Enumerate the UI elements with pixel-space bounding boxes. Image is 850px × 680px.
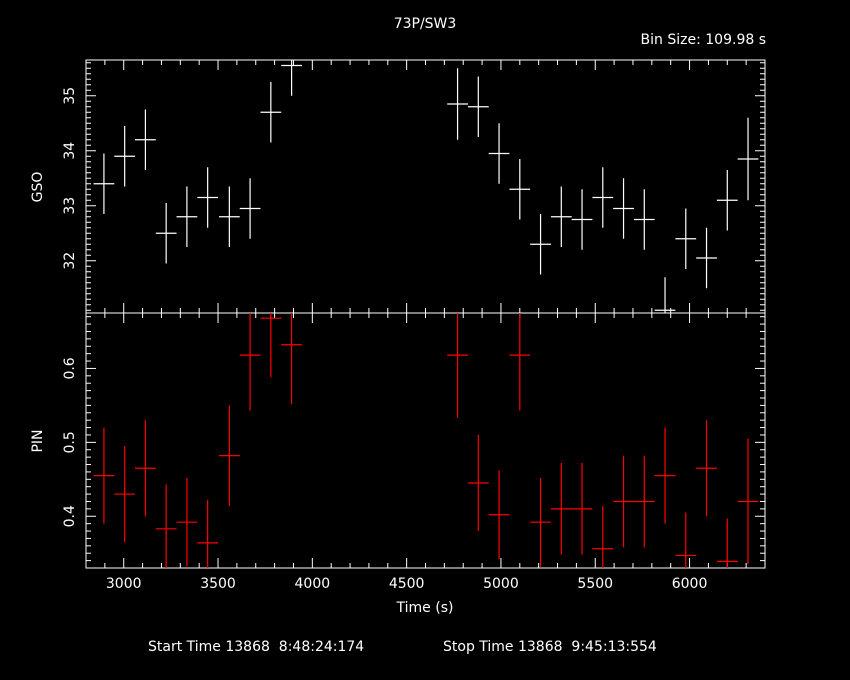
gso-data-point	[260, 82, 282, 143]
pin-axis: 0.4 0.5 0.6 3000 3500 4000 4500 5000 5500 6000	[62, 313, 766, 592]
pin-data-point	[467, 434, 489, 532]
pin-data-point	[571, 463, 593, 555]
pin-data-point	[135, 420, 156, 517]
gso-data-point	[571, 189, 593, 250]
x-axis-label: Time (s)	[396, 600, 454, 616]
gso-data-point	[675, 208, 697, 269]
pin-data-point	[176, 477, 198, 567]
plot-title: 73P/SW3	[394, 16, 457, 32]
pin-y-tick-label: 0.4	[62, 505, 78, 527]
gso-data-point	[447, 68, 468, 140]
gso-data-point	[176, 186, 198, 247]
pin-y-tick-label: 0.5	[62, 431, 78, 453]
gso-data-point	[239, 178, 261, 239]
pin-data-point	[633, 455, 655, 548]
gso-panel-frame	[85, 59, 766, 314]
x-tick-label: 5000	[483, 576, 519, 592]
x-tick-label: 5500	[577, 576, 613, 592]
gso-data-point	[716, 170, 738, 231]
gso-data-point	[281, 60, 302, 96]
gso-axis: 32 33 34 35	[62, 60, 766, 313]
stop-time-label: Stop Time 13868 9:45:13:554	[443, 639, 657, 655]
pin-y-axis-label: PIN	[30, 429, 46, 452]
x-tick-label: 3500	[200, 576, 236, 592]
gso-y-tick-label: 34	[62, 142, 78, 160]
x-tick-label: 4500	[389, 576, 425, 592]
gso-data-point	[93, 153, 115, 214]
pin-data-point	[218, 405, 240, 506]
gso-data-point	[696, 227, 717, 289]
gso-y-axis-label: GSO	[30, 172, 46, 203]
pin-data-point	[447, 313, 468, 418]
pin-data-point	[260, 313, 282, 378]
pin-data-point	[654, 427, 676, 524]
gso-data-point	[613, 178, 634, 239]
gso-data-point	[737, 117, 759, 201]
x-tick-label: 4000	[295, 576, 331, 592]
gso-data-point	[488, 123, 510, 184]
gso-data-point	[592, 167, 614, 228]
pin-data-point	[114, 446, 136, 543]
gso-data-point	[530, 214, 551, 275]
pin-data-point	[737, 438, 759, 565]
start-time-label: Start Time 13868 8:48:24:174	[148, 639, 364, 655]
pin-data-point	[197, 500, 219, 568]
pin-data-point	[550, 463, 572, 555]
x-tick-label: 6000	[672, 576, 708, 592]
gso-data-point	[155, 203, 177, 264]
gso-data-point	[633, 189, 655, 250]
pin-data-point	[281, 313, 302, 404]
pin-data-point	[155, 484, 177, 568]
pin-data-point	[696, 420, 717, 517]
pin-data-point	[488, 470, 510, 560]
pin-data-point	[93, 427, 115, 524]
pin-data-point	[592, 505, 614, 568]
gso-data-point	[654, 277, 676, 313]
gso-data-point	[550, 186, 572, 247]
pin-series	[93, 313, 759, 568]
pin-data-point	[613, 455, 634, 548]
pin-data-point	[509, 313, 531, 411]
pin-data-point	[716, 518, 738, 568]
pin-y-tick-label: 0.6	[62, 357, 78, 379]
gso-data-point	[509, 159, 531, 220]
pin-data-point	[675, 512, 697, 568]
gso-y-tick-label: 35	[62, 87, 78, 105]
gso-data-point	[197, 167, 219, 228]
pin-data-point	[530, 477, 551, 567]
gso-data-point	[114, 126, 136, 187]
pin-data-point	[239, 313, 261, 411]
gso-y-tick-label: 33	[62, 197, 78, 215]
bin-size-label: Bin Size: 109.98 s	[641, 32, 766, 48]
pin-panel-frame	[85, 312, 766, 569]
gso-y-tick-label: 32	[62, 252, 78, 270]
gso-series	[93, 60, 759, 313]
x-tick-label: 3000	[106, 576, 142, 592]
gso-data-point	[467, 76, 489, 137]
gso-data-point	[135, 109, 156, 170]
gso-data-point	[218, 186, 240, 247]
